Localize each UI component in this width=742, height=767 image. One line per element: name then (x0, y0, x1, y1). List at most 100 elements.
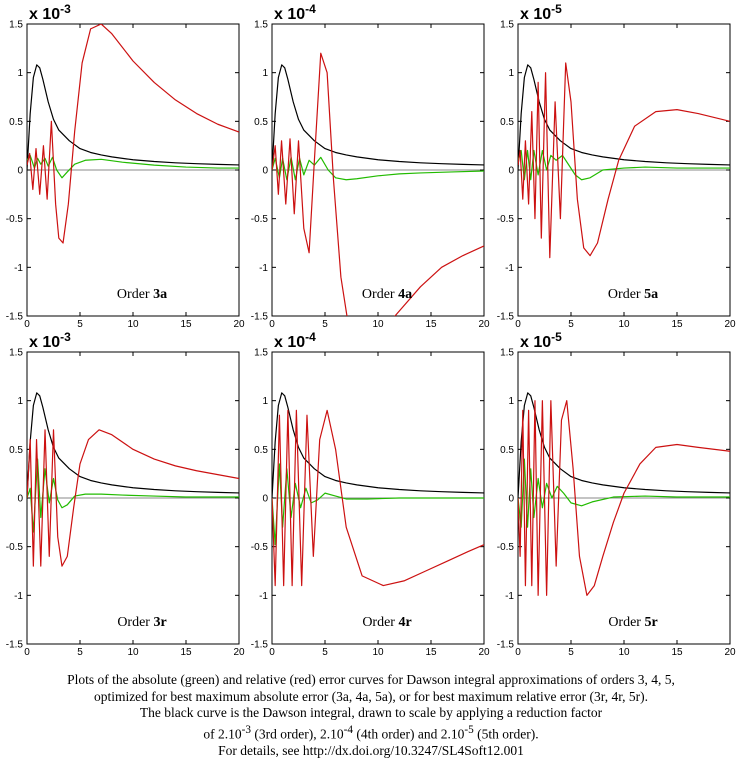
y-tick-label: 0 (17, 166, 23, 177)
order-label: Order 5r (608, 615, 657, 630)
series-line-relative (27, 24, 239, 244)
y-tick-label: -0.5 (251, 542, 269, 553)
order-prefix: Order (117, 287, 153, 302)
caption-line-1: Plots of the absolute (green) and relati… (67, 672, 675, 687)
order-suffix: 5a (644, 287, 658, 302)
order-suffix: 3a (153, 287, 167, 302)
order-label: Order 3a (117, 287, 167, 302)
x-tick-label: 5 (77, 647, 83, 658)
scale-exponent: -4 (305, 330, 316, 344)
x-tick-label: 5 (568, 319, 574, 330)
y-tick-label: -1 (259, 263, 268, 274)
figure-caption: Plots of the absolute (green) and relati… (0, 672, 742, 759)
x-tick-label: 20 (724, 647, 736, 658)
scale-exponent: -4 (305, 2, 316, 16)
x-tick-label: 15 (180, 647, 192, 658)
x-tick-label: 5 (322, 319, 328, 330)
series-line-absolute (518, 458, 730, 528)
order-prefix: Order (608, 287, 644, 302)
order-label: Order 4r (362, 615, 411, 630)
order-prefix: Order (117, 615, 153, 630)
series-line-relative (27, 429, 239, 567)
scale-exponent: -3 (60, 330, 71, 344)
y-tick-label: -1.5 (497, 312, 515, 323)
series-line-relative (272, 52, 484, 316)
y-tick-label: -1.5 (251, 312, 269, 323)
y-tick-label: -1 (505, 591, 514, 602)
y-tick-label: -1.5 (497, 640, 515, 651)
x-tick-label: 5 (322, 647, 328, 658)
scale-base: x 10 (520, 334, 551, 351)
caption-line-3: The black curve is the Dawson integral, … (139, 705, 603, 720)
x-tick-label: 5 (568, 647, 574, 658)
y-tick-label: -1 (14, 591, 23, 602)
y-tick-label: 0 (262, 166, 268, 177)
scale-base: x 10 (29, 334, 60, 351)
caption-factor-exp-3: -3 (241, 723, 252, 736)
x-tick-label: 15 (671, 647, 683, 658)
x-tick-label: 5 (77, 319, 83, 330)
order-suffix: 4a (398, 287, 412, 302)
y-tick-label: -0.5 (497, 542, 515, 553)
y-tick-label: 1 (508, 68, 514, 79)
scale-exponent: -5 (551, 2, 562, 16)
scale-base: x 10 (274, 6, 305, 23)
y-tick-label: -1 (259, 591, 268, 602)
caption-factor-suffix: (5th order). (473, 726, 539, 741)
x-tick-label: 15 (671, 319, 683, 330)
order-label: Order 4a (362, 287, 412, 302)
caption-line-5: For details, see http://dx.doi.org/10.32… (218, 742, 524, 758)
x-tick-label: 0 (515, 319, 521, 330)
y-tick-label: 0 (508, 494, 514, 505)
y-tick-label: -0.5 (6, 542, 24, 553)
y-tick-label: 1.5 (254, 20, 268, 31)
scale-base: x 10 (29, 6, 60, 23)
x-tick-label: 0 (515, 647, 521, 658)
scale-factor-label: x 10-4 (274, 330, 316, 351)
caption-line-4: of 2.10-3 (3rd order), 2.10-4 (4th order… (0, 722, 742, 743)
y-tick-label: -1 (14, 263, 23, 274)
series-line-relative (518, 400, 730, 596)
y-tick-label: -1.5 (6, 640, 24, 651)
scale-factor-label: x 10-3 (29, 2, 71, 23)
y-tick-label: 1 (508, 396, 514, 407)
x-tick-label: 0 (24, 319, 30, 330)
y-tick-label: 1 (17, 68, 23, 79)
y-tick-label: -1.5 (251, 640, 269, 651)
scale-base: x 10 (274, 334, 305, 351)
series-line-dawson (27, 64, 239, 171)
scale-base: x 10 (520, 6, 551, 23)
scale-exponent: -3 (60, 2, 71, 16)
order-suffix: 4r (398, 615, 411, 630)
y-tick-label: 0.5 (254, 117, 268, 128)
y-tick-label: 0 (508, 166, 514, 177)
y-tick-label: 1.5 (254, 348, 268, 359)
series-line-relative (272, 409, 484, 587)
x-tick-label: 20 (478, 647, 490, 658)
x-tick-label: 10 (618, 647, 630, 658)
order-prefix: Order (362, 287, 398, 302)
y-tick-label: 1 (262, 68, 268, 79)
order-prefix: Order (608, 615, 644, 630)
x-tick-label: 10 (372, 647, 384, 658)
y-tick-label: 0.5 (500, 445, 514, 456)
series-line-dawson (518, 392, 730, 499)
series-line-dawson (272, 64, 484, 171)
y-tick-label: 1.5 (9, 20, 23, 31)
y-tick-label: 1 (17, 396, 23, 407)
caption-line-2: optimized for best maximum absolute erro… (93, 688, 649, 704)
scale-exponent: -5 (551, 330, 562, 344)
series-line-dawson (272, 392, 484, 499)
y-tick-label: -1.5 (6, 312, 24, 323)
x-tick-label: 10 (127, 319, 139, 330)
caption-factor-mid-2: (4th order) and 2.10 (353, 726, 465, 741)
x-tick-label: 15 (425, 319, 437, 330)
order-label: Order 5a (608, 287, 658, 302)
y-tick-label: 0 (262, 494, 268, 505)
